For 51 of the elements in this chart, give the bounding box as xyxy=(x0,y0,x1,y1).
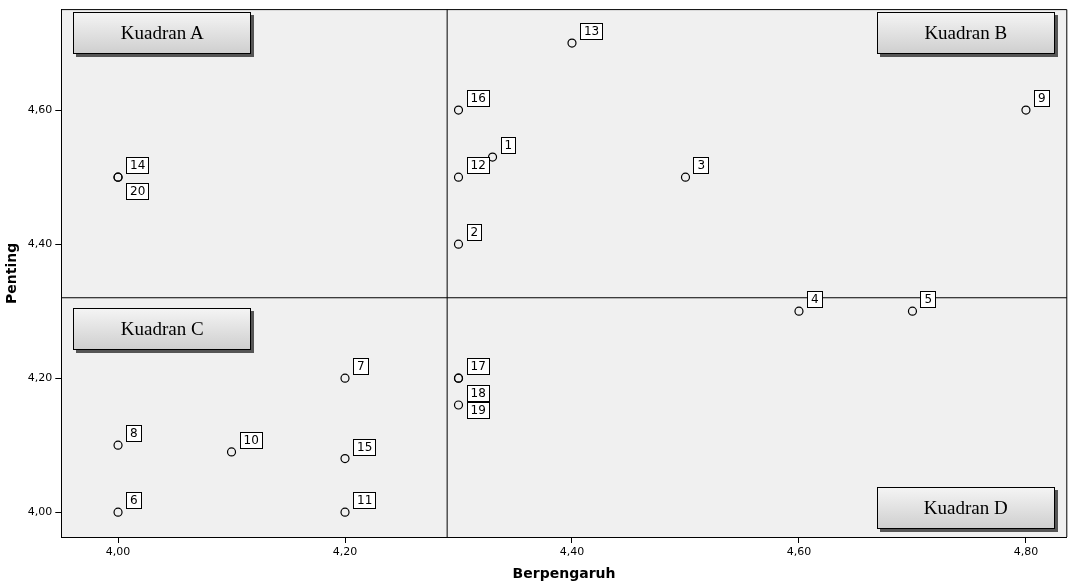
annotation: 17 xyxy=(466,358,490,376)
label-box: Kuadran B xyxy=(876,11,1055,54)
annotation: 12 xyxy=(466,157,490,175)
point xyxy=(907,306,918,316)
x-tick-label: 4,40 xyxy=(559,545,585,559)
point xyxy=(453,239,464,249)
point xyxy=(487,152,498,162)
point xyxy=(680,172,691,182)
y-tick-label: 4,40 xyxy=(27,237,53,251)
annotation: 19 xyxy=(466,402,490,420)
annotation: 1 xyxy=(500,137,517,155)
point xyxy=(340,507,350,517)
annotation: 8 xyxy=(126,425,142,443)
y-tick-label: 4,20 xyxy=(27,371,53,385)
annotation: 20 xyxy=(126,183,150,201)
annotation: 3 xyxy=(693,157,710,175)
y-tick-label: 4,60 xyxy=(27,102,53,116)
y-axis-title: Penting xyxy=(3,242,20,304)
point xyxy=(113,507,123,517)
annotation: 11 xyxy=(353,492,377,510)
annotation: 10 xyxy=(239,431,263,449)
point xyxy=(113,440,123,450)
x-tick-label: 4,80 xyxy=(1013,545,1039,559)
annotation: 9 xyxy=(1033,90,1050,108)
annotation: 15 xyxy=(353,438,377,456)
annotation: 6 xyxy=(126,492,142,510)
annotation: 7 xyxy=(353,358,369,376)
x-tick-label: 4,20 xyxy=(332,545,358,559)
annotation: 2 xyxy=(466,224,483,242)
x-tick-label: 4,60 xyxy=(786,545,812,559)
point xyxy=(1021,105,1031,115)
point xyxy=(340,453,350,464)
point xyxy=(567,38,577,48)
annotation: 14 xyxy=(126,157,150,175)
annotation: 16 xyxy=(466,90,490,108)
annotation: 13 xyxy=(579,23,604,41)
point xyxy=(340,373,350,383)
point xyxy=(794,306,804,316)
label-box: Kuadran A xyxy=(73,11,252,54)
y-tick-label: 4,00 xyxy=(27,505,53,519)
label-box: Kuadran D xyxy=(876,487,1055,529)
point xyxy=(453,105,464,115)
x-axis-title: Berpengaruh xyxy=(512,565,616,582)
point xyxy=(453,172,464,182)
annotation: 18 xyxy=(466,384,490,402)
point xyxy=(453,400,464,410)
label-box: Kuadran C xyxy=(73,307,252,350)
annotation: 5 xyxy=(920,291,937,309)
point xyxy=(226,447,237,457)
x-tick-label: 4,00 xyxy=(105,545,131,559)
annotation: 4 xyxy=(806,291,823,309)
